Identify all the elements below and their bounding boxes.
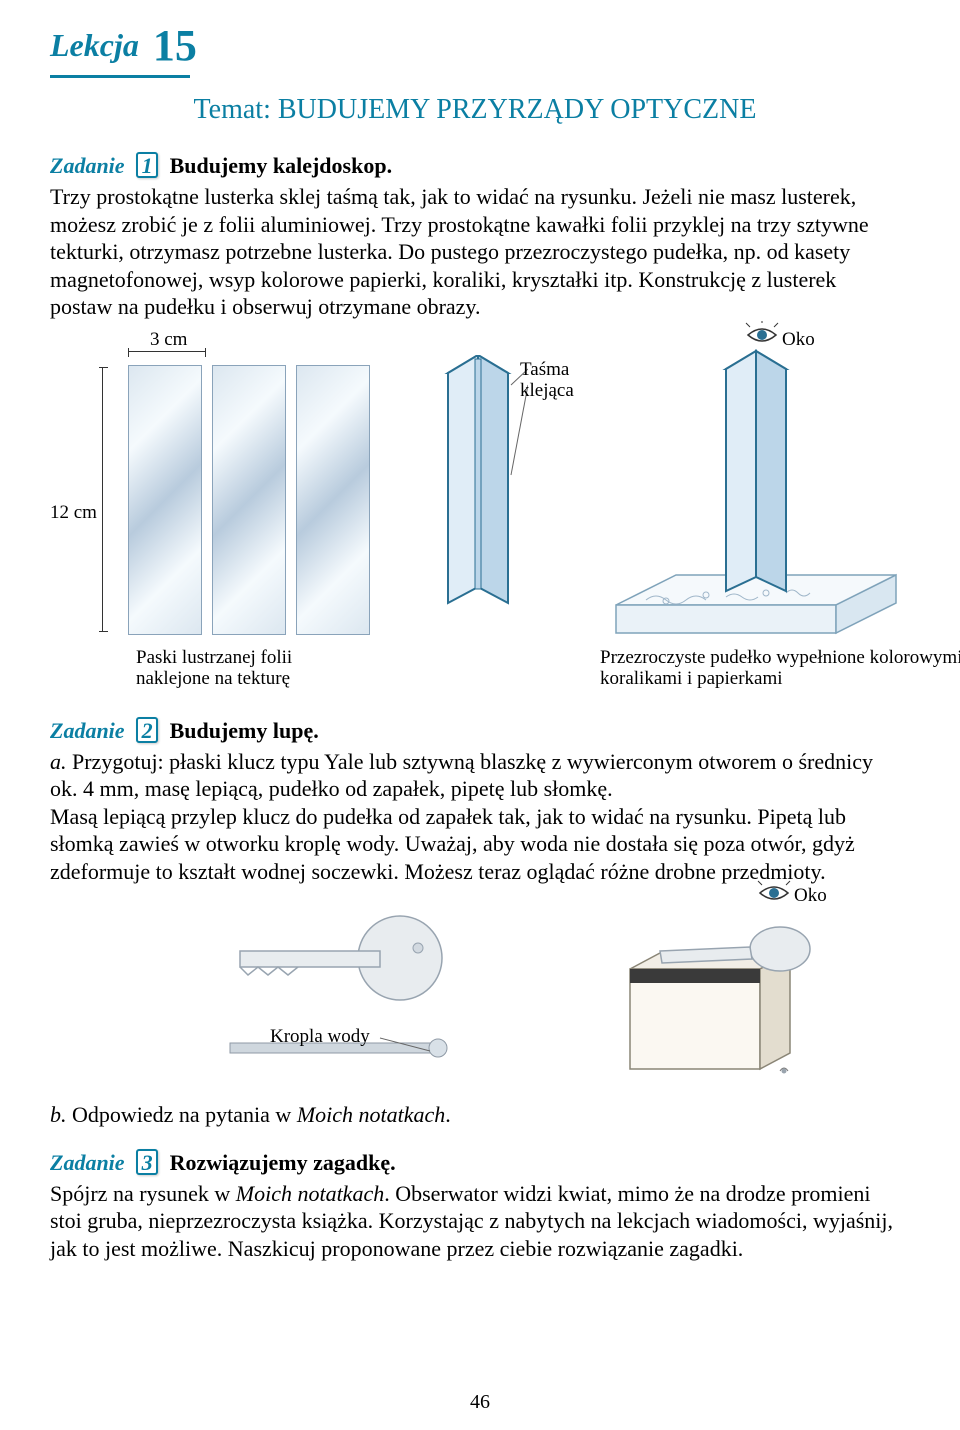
- dim-width-bracket: [128, 351, 206, 359]
- task-number-box: 2: [136, 717, 158, 743]
- dim-height-label: 12 cm: [50, 502, 97, 524]
- task-label: Zadanie: [50, 1150, 125, 1175]
- mirror-strip-2: [212, 365, 286, 635]
- key-on-matchbox: [570, 909, 830, 1089]
- fig1-caption-left: Paski lustrzanej folii naklejone na tekt…: [136, 647, 292, 691]
- lesson-number: 15: [153, 21, 197, 70]
- task-label: Zadanie: [50, 153, 125, 178]
- page-number: 46: [0, 1391, 960, 1414]
- header-rule: [50, 75, 190, 78]
- prism-taped: [428, 355, 528, 615]
- lesson-header: Lekcja 15: [50, 20, 900, 71]
- task-label: Zadanie: [50, 718, 125, 743]
- task2-b-body: Odpowiedz na pytania w: [72, 1102, 297, 1127]
- task1-text: Trzy prostokątne lusterka sklej taśmą ta…: [50, 183, 900, 321]
- task2-b-ital: Moich notatkach: [297, 1102, 445, 1127]
- topic-title: Temat: BUDUJEMY PRZYRZĄDY OPTYCZNE: [50, 94, 900, 126]
- task2-title: Budujemy lupę.: [170, 718, 319, 743]
- mirror-strip-1: [128, 365, 202, 635]
- task2-b-lead: b.: [50, 1102, 67, 1127]
- figure-magnifier: Kropla wody Oko: [50, 891, 900, 1101]
- eye-icon: [756, 879, 792, 907]
- task3-heading: Zadanie 3 Rozwiązujemy zagadkę.: [50, 1149, 900, 1176]
- task3-text: Spójrz na rysunek w Moich notatkach. Obs…: [50, 1180, 900, 1263]
- figure-kaleidoscope: 3 cm 12 cm Taśma klejąca: [50, 327, 900, 717]
- fig1-caption-right: Przezroczyste pudełko wypełnione kolorow…: [600, 647, 960, 691]
- prism-on-box: [606, 345, 906, 655]
- task2-heading: Zadanie 2 Budujemy lupę.: [50, 717, 900, 744]
- task3-title: Rozwiązujemy zagadkę.: [170, 1150, 396, 1175]
- task2-a-lead: a.: [50, 749, 67, 774]
- task2-text-a: a. Przygotuj: płaski klucz typu Yale lub…: [50, 748, 900, 886]
- task1-heading: Zadanie 1 Budujemy kalejdoskop.: [50, 152, 900, 179]
- eye-icon: [744, 321, 780, 349]
- task3-ital: Moich notatkach: [236, 1181, 384, 1206]
- lesson-label: Lekcja: [50, 27, 139, 63]
- task-number-box: 1: [136, 152, 158, 178]
- eye-label: Oko: [794, 885, 827, 907]
- mirror-strip-3: [296, 365, 370, 635]
- task2-b-end: .: [445, 1102, 451, 1127]
- task-number-box: 3: [136, 1149, 158, 1175]
- task3-pre: Spójrz na rysunek w: [50, 1181, 236, 1206]
- task1-title: Budujemy kalejdoskop.: [170, 153, 393, 178]
- tape-label: Taśma klejąca: [520, 359, 574, 403]
- task2-a-body: Przygotuj: płaski klucz typu Yale lub sz…: [50, 749, 873, 884]
- key-flat: [180, 913, 460, 1073]
- dim-height-bracket: [102, 367, 112, 632]
- task2-text-b: b. Odpowiedz na pytania w Moich notatkac…: [50, 1101, 900, 1129]
- water-drop-label: Kropla wody: [270, 1026, 370, 1048]
- dim-width-label: 3 cm: [150, 329, 187, 351]
- eye-label: Oko: [782, 329, 815, 351]
